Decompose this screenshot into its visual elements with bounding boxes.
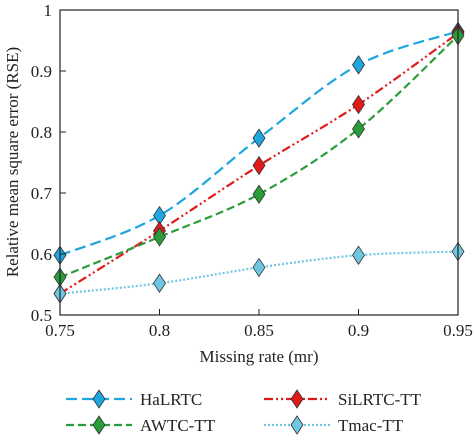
data-point-halrtc xyxy=(252,128,266,148)
legend-label-awtc-tt: AWTC-TT xyxy=(140,416,216,435)
data-point-tmac-tt xyxy=(252,257,266,278)
data-point-halrtc xyxy=(352,55,365,75)
data-point-tmac-tt xyxy=(153,273,166,294)
data-point-tmac-tt xyxy=(352,245,365,265)
legend-label-halrtc: HaLRTC xyxy=(140,390,202,409)
legend-marker-tmac-tt xyxy=(290,415,304,435)
y-axis-label: Relative mean square error (RSE) xyxy=(3,47,22,277)
y-tick-label: 1 xyxy=(44,1,53,20)
series-line-silrtc-tt xyxy=(59,32,459,295)
legend-marker-halrtc xyxy=(92,389,106,409)
y-tick-label: 0.5 xyxy=(31,306,52,325)
x-axis-label: Missing rate (mr) xyxy=(200,347,319,366)
data-point-awtc-tt xyxy=(352,119,365,139)
series-line-awtc-tt xyxy=(59,34,459,279)
data-point-silrtc-tt xyxy=(352,94,365,115)
legend-label-tmac-tt: Tmac-TT xyxy=(338,416,404,435)
data-point-awtc-tt xyxy=(252,184,266,204)
data-point-silrtc-tt xyxy=(252,155,266,176)
y-tick-label: 0.7 xyxy=(31,184,53,203)
x-tick-label: 0.85 xyxy=(244,321,274,340)
x-tick-label: 0.9 xyxy=(348,321,369,340)
legend: HaLRTC SiLRTC-TT AWTC-TT Tmac-TT xyxy=(66,389,422,435)
x-tick-label: 0.8 xyxy=(149,321,170,340)
x-tick-label: 0.95 xyxy=(443,321,473,340)
legend-marker-silrtc-tt xyxy=(290,389,304,409)
y-tick-label: 0.9 xyxy=(31,62,52,81)
data-point-awtc-tt xyxy=(153,227,166,247)
legend-label-silrtc-tt: SiLRTC-TT xyxy=(338,390,422,409)
x-tick-label: 0.75 xyxy=(45,321,75,340)
y-tick-label: 0.8 xyxy=(31,123,52,142)
legend-marker-awtc-tt xyxy=(92,415,106,435)
y-tick-label: 0.6 xyxy=(31,245,52,264)
